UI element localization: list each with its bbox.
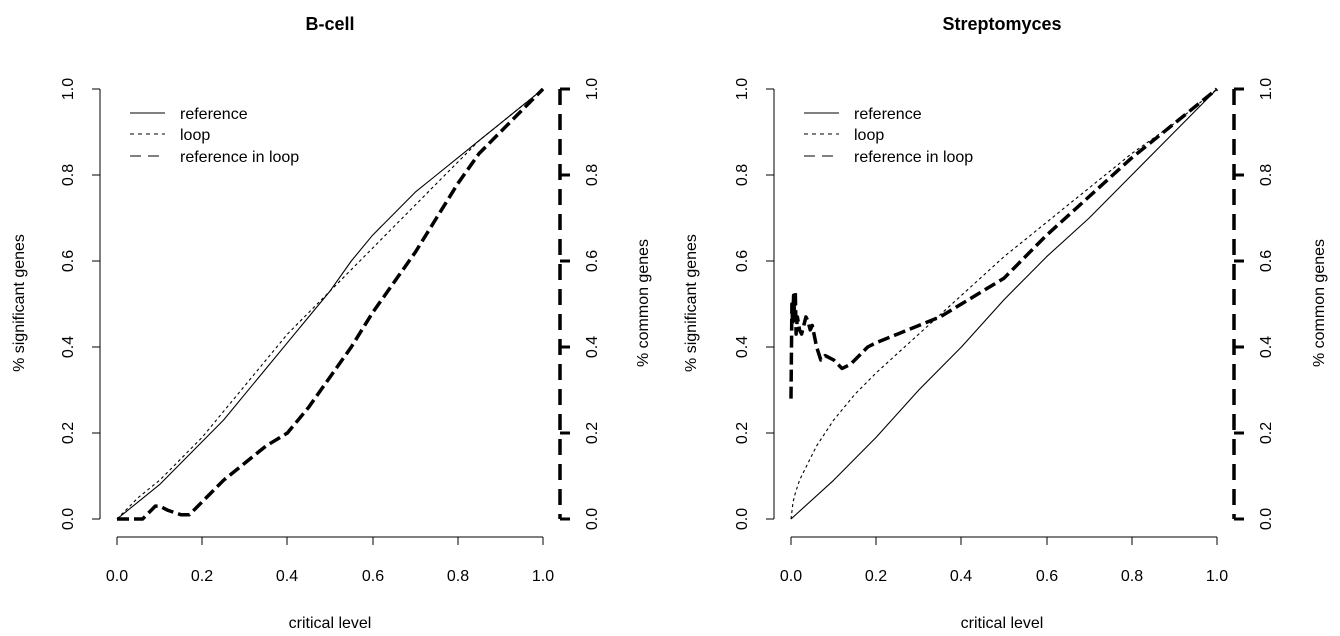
y2-tick-label: 1.0 xyxy=(1258,78,1275,100)
x-axis: 0.0 0.2 0.4 0.6 0.8 1.0 xyxy=(780,536,1228,585)
y2-tick-label: 0.6 xyxy=(584,250,601,272)
series-line-loop xyxy=(116,88,544,520)
y2-tick-label: 0.2 xyxy=(1258,422,1275,444)
y-tick-label: 1.0 xyxy=(734,78,751,100)
series-line-loop xyxy=(790,88,1218,520)
x-axis-label: critical level xyxy=(289,615,372,632)
y2-axis: 0.0 0.2 0.4 0.6 0.8 1.0 xyxy=(558,78,601,530)
y2-tick-label: 0.2 xyxy=(584,422,601,444)
y-axis: 0.0 0.2 0.4 0.6 0.8 1.0 xyxy=(734,78,775,530)
y-tick-label: 0.0 xyxy=(734,508,751,530)
legend: reference loop reference in loop xyxy=(130,106,299,166)
y-tick-label: 0.2 xyxy=(60,422,77,444)
y-tick-label: 1.0 xyxy=(60,78,77,100)
y2-axis: 0.0 0.2 0.4 0.6 0.8 1.0 xyxy=(1232,78,1275,530)
chart-title: B-cell xyxy=(305,14,354,34)
chart-streptomyces: Streptomyces critical level % significan… xyxy=(683,14,1328,632)
x-tick-label: 1.0 xyxy=(532,568,554,585)
x-tick-label: 1.0 xyxy=(1206,568,1228,585)
y-tick-label: 0.2 xyxy=(734,422,751,444)
series-line-reference xyxy=(790,88,1218,520)
legend-label: reference in loop xyxy=(854,149,973,166)
y-tick-label: 0.6 xyxy=(60,250,77,272)
x-tick-label: 0.0 xyxy=(106,568,128,585)
y2-tick-label: 1.0 xyxy=(584,78,601,100)
x-tick-label: 0.8 xyxy=(447,568,469,585)
x-tick-label: 0.6 xyxy=(1036,568,1058,585)
x-axis-label: critical level xyxy=(961,615,1044,632)
y2-tick-label: 0.4 xyxy=(584,336,601,358)
x-tick-label: 0.6 xyxy=(362,568,384,585)
y-axis-label: % significant genes xyxy=(11,234,28,372)
x-tick-label: 0.8 xyxy=(1121,568,1143,585)
x-axis: 0.0 0.2 0.4 0.6 0.8 1.0 xyxy=(106,536,554,585)
x-tick-label: 0.2 xyxy=(191,568,213,585)
y2-tick-label: 0.0 xyxy=(1258,508,1275,530)
y2-axis-label: % common genes xyxy=(635,239,652,367)
x-tick-label: 0.0 xyxy=(780,568,802,585)
y-tick-label: 0.8 xyxy=(734,164,751,186)
y-tick-label: 0.8 xyxy=(60,164,77,186)
y-tick-label: 0.4 xyxy=(734,336,751,358)
legend-label: reference xyxy=(854,106,922,123)
y2-tick-label: 0.0 xyxy=(584,508,601,530)
y2-tick-label: 0.8 xyxy=(584,164,601,186)
y-tick-label: 0.0 xyxy=(60,508,77,530)
y2-axis-label: % common genes xyxy=(1311,239,1328,367)
series-line-reference-in-loop xyxy=(117,87,545,521)
legend-label: reference in loop xyxy=(180,149,299,166)
x-tick-label: 0.4 xyxy=(276,568,298,585)
y-tick-label: 0.6 xyxy=(734,250,751,272)
legend-label: loop xyxy=(180,127,210,144)
series-line-reference-in-loop xyxy=(789,87,1219,399)
y-axis-label: % significant genes xyxy=(683,234,700,372)
x-tick-label: 0.4 xyxy=(950,568,972,585)
y2-tick-label: 0.4 xyxy=(1258,336,1275,358)
legend-label: reference xyxy=(180,106,248,123)
y2-tick-label: 0.6 xyxy=(1258,250,1275,272)
y2-tick-label: 0.8 xyxy=(1258,164,1275,186)
legend-label: loop xyxy=(854,127,884,144)
plot-area xyxy=(789,87,1219,520)
y-tick-label: 0.4 xyxy=(60,336,77,358)
chart-title: Streptomyces xyxy=(942,14,1061,34)
y-axis: 0.0 0.2 0.4 0.6 0.8 1.0 xyxy=(60,78,101,530)
x-tick-label: 0.2 xyxy=(865,568,887,585)
plot-area xyxy=(116,87,545,521)
legend: reference loop reference in loop xyxy=(804,106,973,166)
chart-b-cell: B-cell critical level % significant gene… xyxy=(11,14,652,632)
